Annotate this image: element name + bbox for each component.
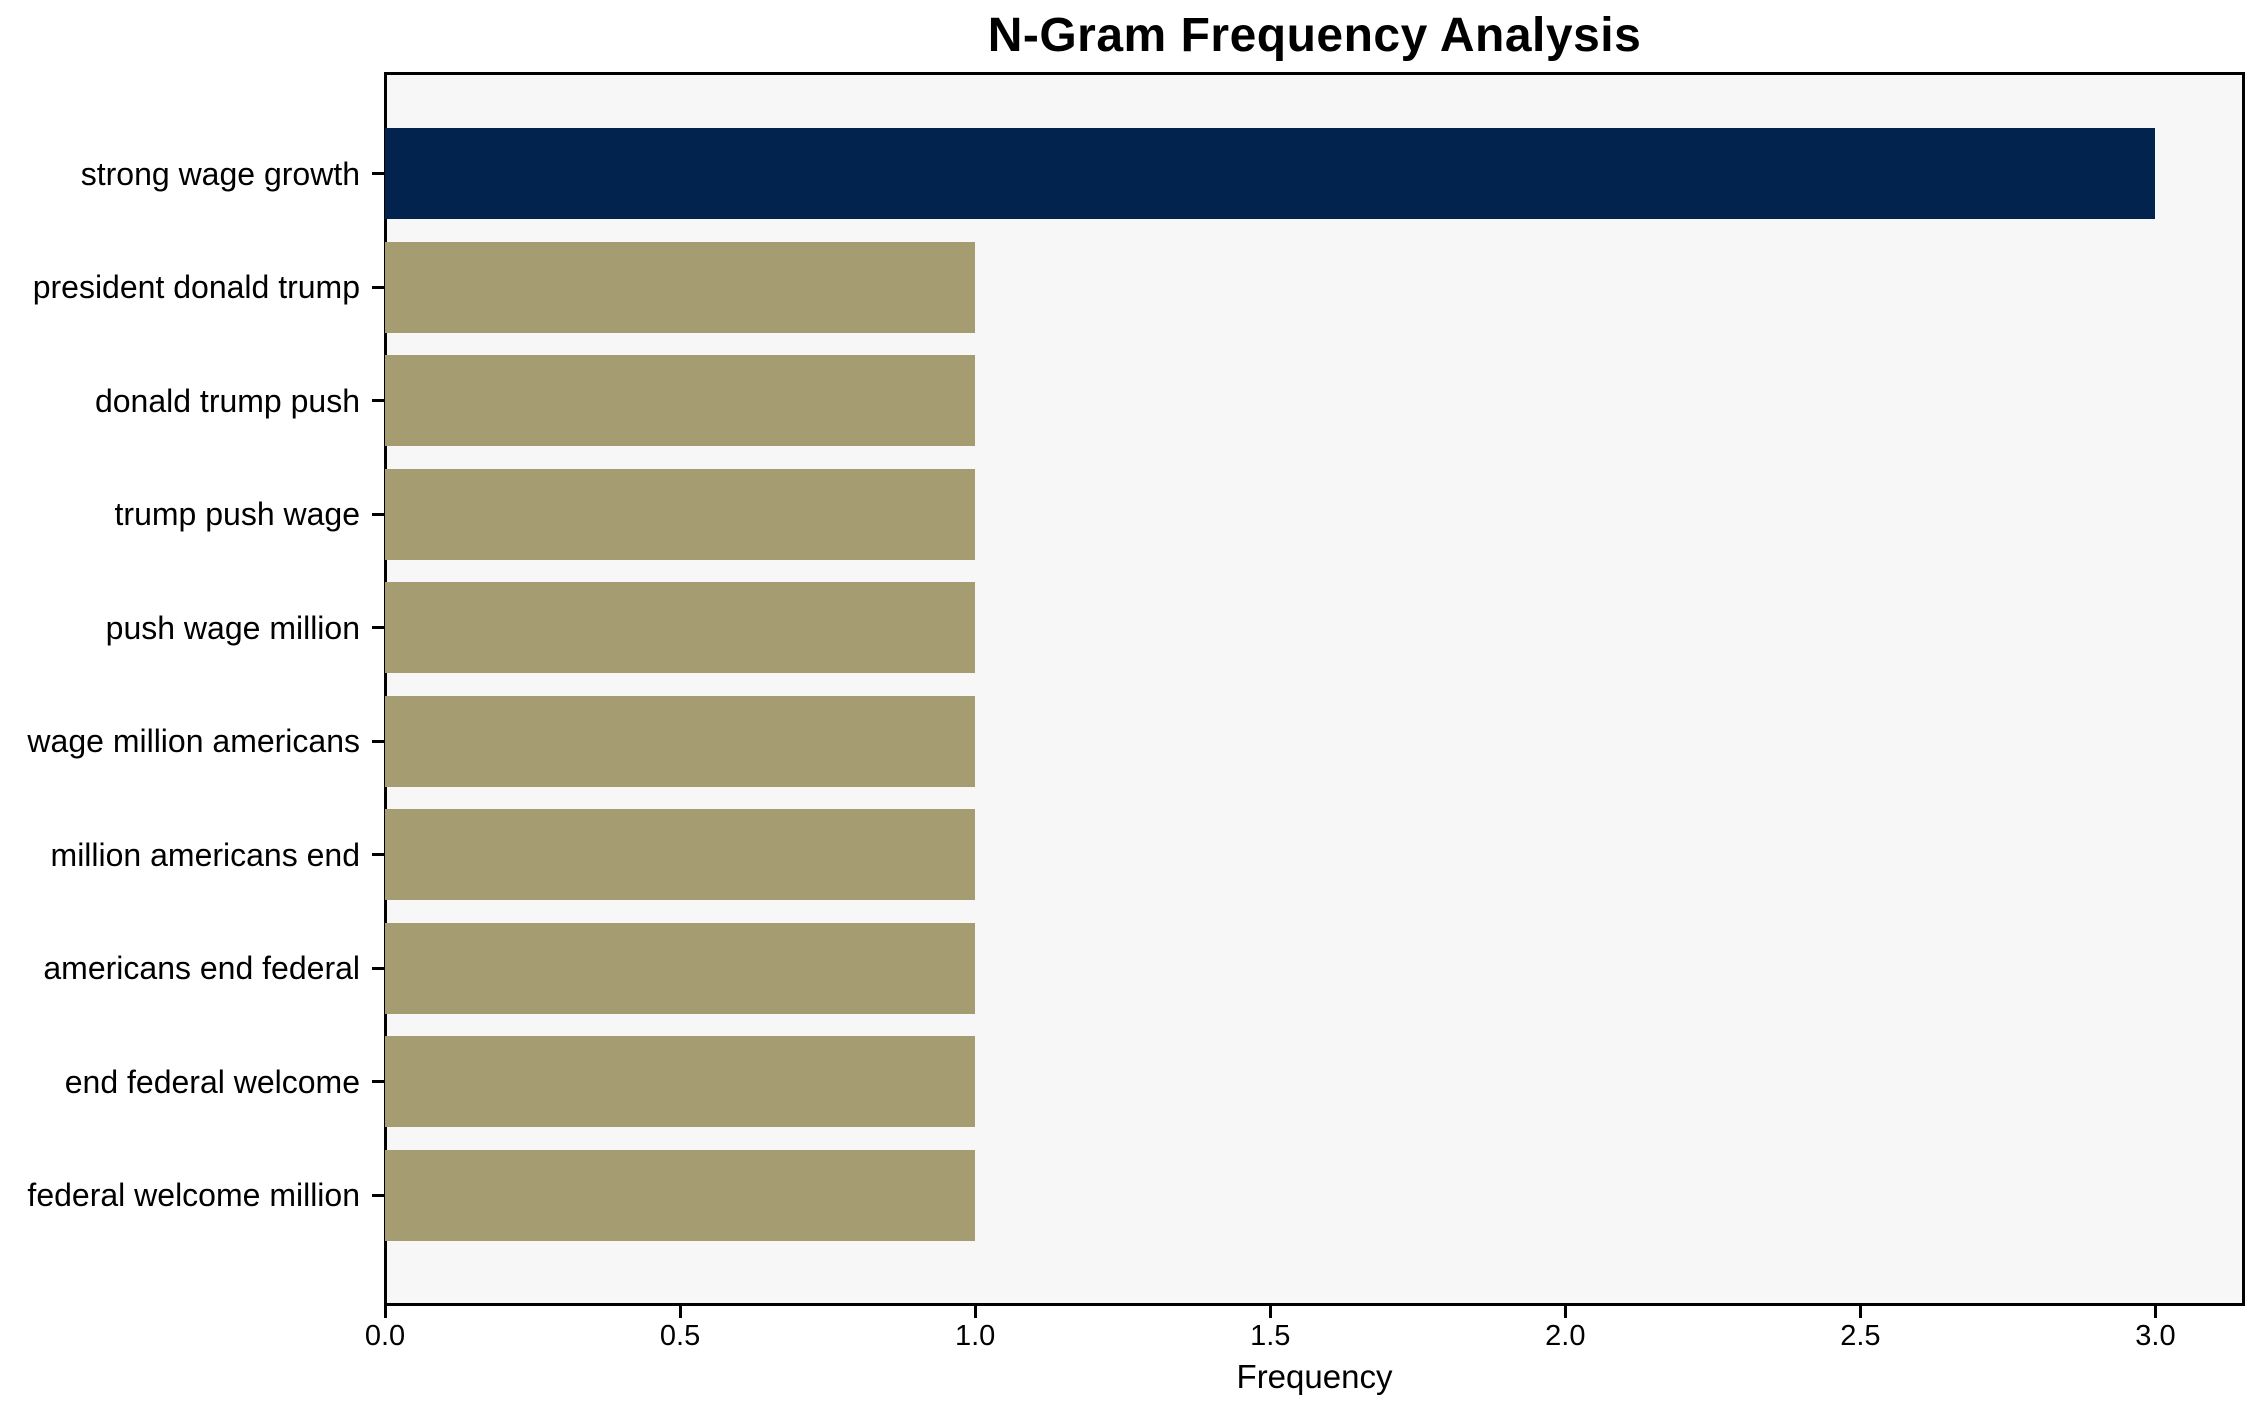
y-tick-mark (372, 1193, 385, 1197)
x-tick-mark (678, 1305, 682, 1318)
y-tick-label: trump push wage (114, 496, 360, 532)
x-tick-mark (1563, 1305, 1567, 1318)
y-tick-label: end federal welcome (64, 1063, 360, 1100)
y-tick-mark (372, 853, 385, 856)
bar-americans-end-federal (385, 922, 976, 1014)
y-tick-label: million americans end (50, 836, 360, 873)
x-tick-mark (973, 1305, 977, 1318)
y-tick-mark (372, 966, 385, 970)
x-tick-label: 0.0 (364, 1320, 406, 1352)
bar-end-federal-welcome (385, 1036, 976, 1127)
bar-president-donald-trump (385, 241, 976, 333)
bar-push-wage-million (385, 582, 976, 673)
y-tick-mark (372, 285, 385, 289)
y-tick-label: push wage million (105, 609, 360, 646)
x-axis-label: Frequency (1236, 1358, 1393, 1395)
y-tick-mark (372, 626, 385, 629)
y-tick-mark (372, 512, 385, 516)
y-tick-label: wage million americans (27, 723, 360, 759)
y-tick-label: americans end federal (43, 950, 360, 986)
bar-trump-push-wage (385, 468, 976, 560)
x-tick-label: 0.5 (659, 1320, 701, 1352)
y-tick-label: donald trump push (94, 382, 360, 419)
y-tick-mark (372, 399, 385, 402)
y-tick-mark (372, 739, 385, 743)
bar-federal-welcome-million (385, 1149, 976, 1241)
bar-wage-million-americans (385, 695, 976, 787)
x-tick-mark (2153, 1305, 2157, 1318)
y-tick-label: federal welcome million (27, 1177, 360, 1213)
bar-donald-trump-push (385, 355, 976, 446)
x-tick-label: 2.5 (1840, 1320, 1881, 1352)
x-tick-mark (383, 1305, 387, 1318)
x-tick-label: 1.5 (1250, 1320, 1291, 1352)
plot-area (384, 72, 2245, 1306)
y-tick-label: strong wage growth (80, 155, 360, 192)
x-tick-mark (1858, 1305, 1862, 1318)
y-tick-mark (372, 172, 385, 175)
x-tick-label: 1.0 (954, 1320, 996, 1352)
x-tick-mark (1268, 1305, 1272, 1318)
y-tick-label: president donald trump (32, 269, 360, 305)
chart-title: N-Gram Frequency Analysis (987, 9, 1642, 62)
x-tick-label: 2.0 (1545, 1320, 1586, 1352)
y-tick-mark (372, 1080, 385, 1083)
bar-strong-wage-growth (385, 128, 2156, 219)
x-tick-label: 3.0 (2135, 1320, 2176, 1352)
bar-million-americans-end (385, 809, 976, 900)
